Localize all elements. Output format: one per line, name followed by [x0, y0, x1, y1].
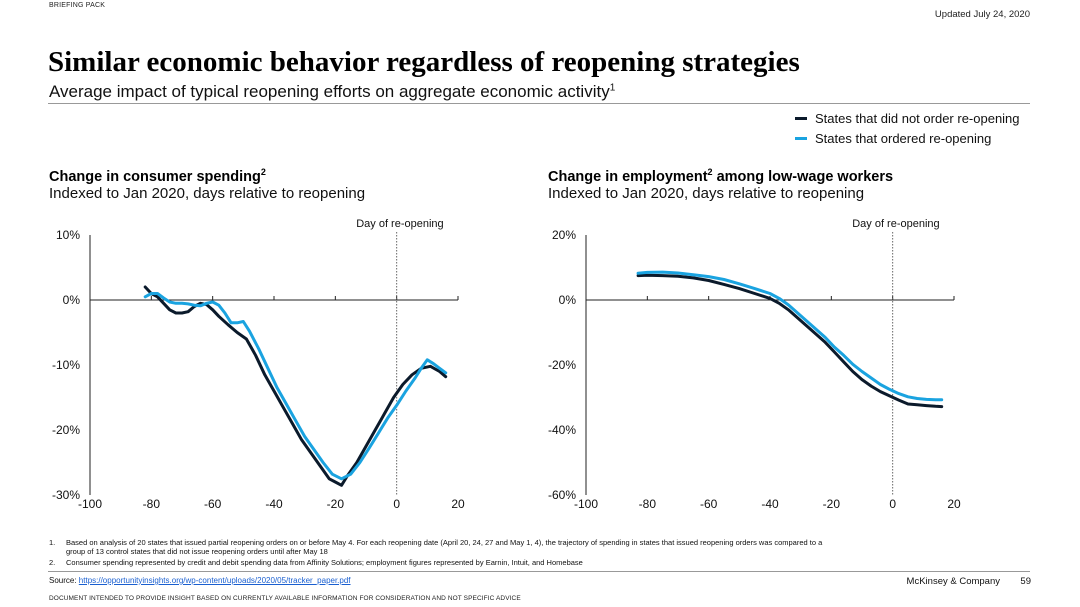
chart-spending-title-text: Change in consumer spending	[49, 168, 261, 185]
legend-swatch-blue	[795, 136, 807, 140]
chart-employment-low-wage: -100 -80 -60 -40 -20 0 20 20% 0% -20% -40% -60% Day …	[548, 218, 961, 511]
footnote-number: 2.	[49, 558, 56, 567]
briefing-pack-label: BRIEFING PACK	[49, 2, 106, 9]
legend-item-not-reopening: States that did not order re-opening	[795, 108, 1020, 128]
legend-label: States that ordered re-opening	[815, 130, 992, 146]
y-tick-label: 10%	[56, 228, 80, 242]
source-label: Source:	[49, 576, 79, 585]
footnote-text: Consumer spending represented by credit …	[66, 558, 583, 567]
chart-spending-subtitle: Indexed to Jan 2020, days relative to re…	[49, 185, 366, 202]
y-tick-label: -40%	[548, 423, 576, 437]
footnote-1: 1. Based on analysis of 20 states that is…	[49, 538, 822, 547]
x-tick-label: -60	[700, 497, 718, 511]
legend-item-reopening: States that ordered re-opening	[795, 128, 1020, 148]
x-tick-label: -20	[327, 497, 345, 511]
legend: States that did not order re-opening Sta…	[795, 108, 1020, 148]
header-divider	[48, 103, 1030, 104]
series-line-not-reopening	[636, 273, 944, 409]
x-tick-label: 0	[393, 497, 400, 511]
y-tick-label: 20%	[552, 228, 576, 242]
legend-label: States that did not order re-opening	[815, 110, 1020, 126]
y-tick-label: -20%	[548, 358, 576, 372]
company-name: McKinsey & Company	[906, 576, 1000, 587]
x-tick-label: -20	[823, 497, 841, 511]
reopening-day-label: Day of re-opening	[852, 218, 939, 230]
footnote-1-cont: group of 13 control states that did not …	[49, 547, 328, 556]
footer-divider	[48, 571, 1030, 572]
y-tick-label: -10%	[52, 358, 80, 372]
reopening-day-label: Day of re-opening	[356, 218, 443, 230]
chart-spending-title: Change in consumer spending2	[49, 167, 266, 185]
x-tick-label: -80	[143, 497, 161, 511]
chart-employment-title-text: Change in employment	[548, 168, 708, 185]
x-tick-label: -40	[761, 497, 779, 511]
x-tick-label: -100	[574, 497, 598, 511]
source-line: Source: https://opportunityinsights.org/…	[49, 576, 351, 585]
series-line-not-reopening	[143, 285, 448, 487]
x-tick-label: 0	[889, 497, 896, 511]
y-tick-label: 0%	[559, 293, 577, 307]
x-tick-label: -60	[204, 497, 222, 511]
y-tick-label: -60%	[548, 488, 576, 502]
x-tick-label: -40	[265, 497, 283, 511]
series-line-reopening	[636, 270, 944, 402]
chart-employment-title-note: 2	[707, 167, 713, 177]
chart-employment-subtitle: Indexed to Jan 2020, days relative to re…	[548, 185, 865, 202]
footnote-text: Based on analysis of 20 states that issu…	[66, 538, 823, 547]
source-link[interactable]: https://opportunityinsights.org/wp-conte…	[78, 576, 351, 585]
updated-date: Updated July 24, 2020	[934, 9, 1030, 20]
footnote-number: 1.	[49, 538, 56, 547]
x-tick-label: -100	[78, 497, 102, 511]
chart-spending-title-note: 2	[260, 167, 266, 177]
x-tick-label: 20	[451, 497, 465, 511]
chart-employment-title: Change in employment2 among low-wage wor…	[548, 167, 893, 185]
page-subtitle: Average impact of typical reopening effo…	[49, 82, 615, 102]
y-tick-label: -20%	[52, 423, 80, 437]
legend-swatch-dark	[795, 116, 807, 120]
x-tick-label: -80	[639, 497, 657, 511]
x-tick-label: 20	[947, 497, 961, 511]
chart-consumer-spending: -100 -80 -60 -40 -20 0 20 10% 0% -10% -20% -30% Day …	[52, 218, 465, 511]
chart-employment-title-rest: among low-wage workers	[712, 168, 894, 185]
series-line-reopening	[143, 292, 448, 481]
page-number: 59	[1020, 576, 1031, 587]
subtitle-text: Average impact of typical reopening effo…	[49, 82, 610, 101]
footnote-2: 2. Consumer spending represented by credi…	[49, 558, 583, 567]
footnote-text: group of 13 control states that did not …	[66, 547, 328, 556]
y-tick-label: -30%	[52, 488, 80, 502]
y-tick-label: 0%	[63, 293, 81, 307]
subtitle-footnote-ref: 1	[609, 82, 616, 94]
disclaimer: DOCUMENT INTENDED TO PROVIDE INSIGHT BAS…	[49, 595, 521, 602]
page-title: Similar economic behavior regardless of …	[48, 46, 800, 78]
